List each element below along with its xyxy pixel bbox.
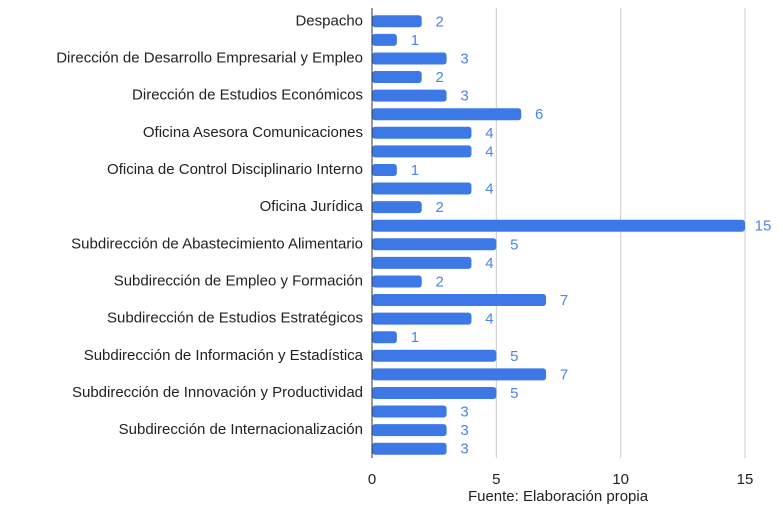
bar xyxy=(372,424,447,437)
bar xyxy=(372,331,397,344)
bar xyxy=(372,275,422,288)
value-label: 3 xyxy=(460,422,468,439)
y-tick-label: Despacho xyxy=(295,12,363,29)
bar xyxy=(372,108,522,121)
y-tick-label: Oficina Asesora Comunicaciones xyxy=(143,124,363,141)
x-tick-label: 0 xyxy=(368,471,376,488)
y-tick-label: Subdirección de Estudios Estratégicos xyxy=(107,310,363,327)
bar xyxy=(372,294,547,307)
x-tick-label: 5 xyxy=(492,471,500,488)
bar xyxy=(372,201,422,214)
y-tick-label: Oficina de Control Disciplinario Interno xyxy=(107,161,363,178)
value-label: 3 xyxy=(460,50,468,67)
value-label: 15 xyxy=(755,218,772,235)
value-label: 4 xyxy=(485,125,493,142)
value-label: 5 xyxy=(510,348,518,365)
bar xyxy=(372,15,422,28)
value-label: 2 xyxy=(436,13,444,30)
y-tick-label: Subdirección de Abastecimiento Alimentar… xyxy=(71,235,363,252)
bar xyxy=(372,33,397,46)
y-tick-label: Oficina Jurídica xyxy=(260,198,364,215)
y-tick-label: Dirección de Estudios Económicos xyxy=(132,87,363,104)
value-label: 3 xyxy=(460,88,468,105)
value-label: 3 xyxy=(460,404,468,421)
value-label: 7 xyxy=(560,366,568,383)
value-label: 7 xyxy=(560,292,568,309)
value-label: 1 xyxy=(411,329,419,346)
bar xyxy=(372,312,472,325)
value-label: 4 xyxy=(485,255,493,272)
bar xyxy=(372,145,472,158)
bar xyxy=(372,256,472,269)
x-tick-label: 10 xyxy=(612,471,629,488)
bar xyxy=(372,71,422,84)
value-label: 5 xyxy=(510,385,518,402)
bar xyxy=(372,52,447,65)
x-tick-label: 15 xyxy=(737,471,754,488)
value-label: 1 xyxy=(411,32,419,49)
bar xyxy=(372,368,547,381)
value-label: 6 xyxy=(535,106,543,123)
value-label: 2 xyxy=(436,273,444,290)
y-tick-label: Dirección de Desarrollo Empresarial y Em… xyxy=(56,49,363,66)
bar xyxy=(372,89,447,102)
x-axis-label: Fuente: Elaboración propia xyxy=(468,488,649,505)
bar xyxy=(372,405,447,418)
bar xyxy=(372,442,447,455)
y-tick-label: Subdirección de Internacionalización xyxy=(119,421,363,438)
value-label: 5 xyxy=(510,236,518,253)
value-label: 4 xyxy=(485,181,493,198)
bar xyxy=(372,182,472,195)
value-label: 4 xyxy=(485,143,493,160)
value-label: 3 xyxy=(460,441,468,458)
value-label: 2 xyxy=(436,69,444,86)
value-label: 2 xyxy=(436,199,444,216)
value-label: 4 xyxy=(485,311,493,328)
bar xyxy=(372,238,497,251)
bar xyxy=(372,349,497,362)
y-tick-label: Subdirección de Empleo y Formación xyxy=(114,272,363,289)
y-tick-label: Subdirección de Información y Estadístic… xyxy=(84,347,364,364)
bar xyxy=(372,126,472,139)
value-label: 1 xyxy=(411,162,419,179)
bar xyxy=(372,219,745,232)
y-tick-label: Subdirección de Innovación y Productivid… xyxy=(72,384,363,401)
bar xyxy=(372,163,397,176)
bar xyxy=(372,386,497,399)
